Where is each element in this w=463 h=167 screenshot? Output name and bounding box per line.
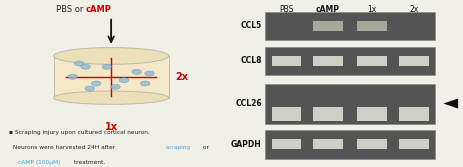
FancyBboxPatch shape bbox=[265, 84, 435, 124]
Ellipse shape bbox=[140, 81, 150, 86]
FancyBboxPatch shape bbox=[272, 111, 301, 121]
Ellipse shape bbox=[144, 71, 154, 76]
Text: scraping: scraping bbox=[165, 145, 191, 150]
FancyBboxPatch shape bbox=[313, 56, 343, 66]
Ellipse shape bbox=[54, 91, 169, 104]
Ellipse shape bbox=[54, 48, 169, 64]
FancyBboxPatch shape bbox=[399, 107, 429, 117]
Ellipse shape bbox=[75, 61, 84, 66]
FancyBboxPatch shape bbox=[357, 107, 387, 117]
Text: CCL26: CCL26 bbox=[235, 99, 262, 108]
Ellipse shape bbox=[81, 64, 90, 69]
Text: treatment.: treatment. bbox=[71, 160, 105, 165]
Ellipse shape bbox=[111, 84, 120, 89]
Text: cAMP (100μM): cAMP (100μM) bbox=[18, 160, 60, 165]
Text: or: or bbox=[201, 145, 209, 150]
Text: Neurons were harvested 24H after: Neurons were harvested 24H after bbox=[9, 145, 117, 150]
FancyBboxPatch shape bbox=[399, 56, 429, 66]
Text: ▪ Scraping injury upon cultured cortical neuron.: ▪ Scraping injury upon cultured cortical… bbox=[9, 130, 150, 135]
Ellipse shape bbox=[68, 74, 78, 79]
FancyBboxPatch shape bbox=[399, 139, 429, 149]
Text: cAMP: cAMP bbox=[86, 5, 112, 14]
Text: CCL5: CCL5 bbox=[241, 21, 262, 30]
FancyBboxPatch shape bbox=[272, 107, 301, 117]
FancyBboxPatch shape bbox=[357, 139, 387, 149]
Ellipse shape bbox=[102, 64, 112, 69]
FancyBboxPatch shape bbox=[265, 12, 435, 40]
Text: PBS: PBS bbox=[279, 5, 294, 14]
Text: PBS or: PBS or bbox=[56, 5, 86, 14]
FancyBboxPatch shape bbox=[265, 47, 435, 75]
Ellipse shape bbox=[119, 78, 129, 83]
Text: 2x: 2x bbox=[175, 72, 188, 82]
FancyBboxPatch shape bbox=[357, 56, 387, 66]
Ellipse shape bbox=[91, 81, 101, 86]
FancyBboxPatch shape bbox=[265, 130, 435, 159]
FancyBboxPatch shape bbox=[313, 139, 343, 149]
Polygon shape bbox=[444, 99, 458, 109]
Text: 1x: 1x bbox=[105, 122, 118, 132]
FancyBboxPatch shape bbox=[272, 56, 301, 66]
Text: 2x: 2x bbox=[409, 5, 419, 14]
FancyBboxPatch shape bbox=[399, 111, 429, 121]
FancyBboxPatch shape bbox=[357, 21, 387, 31]
FancyBboxPatch shape bbox=[272, 139, 301, 149]
FancyBboxPatch shape bbox=[54, 56, 169, 98]
Ellipse shape bbox=[85, 86, 94, 91]
FancyBboxPatch shape bbox=[313, 21, 343, 31]
Text: 1x: 1x bbox=[368, 5, 377, 14]
Text: cAMP: cAMP bbox=[316, 5, 340, 14]
Ellipse shape bbox=[132, 69, 142, 74]
FancyBboxPatch shape bbox=[313, 107, 343, 117]
Text: CCL8: CCL8 bbox=[240, 56, 262, 65]
Text: GAPDH: GAPDH bbox=[231, 140, 262, 149]
FancyBboxPatch shape bbox=[357, 111, 387, 121]
FancyBboxPatch shape bbox=[313, 111, 343, 121]
